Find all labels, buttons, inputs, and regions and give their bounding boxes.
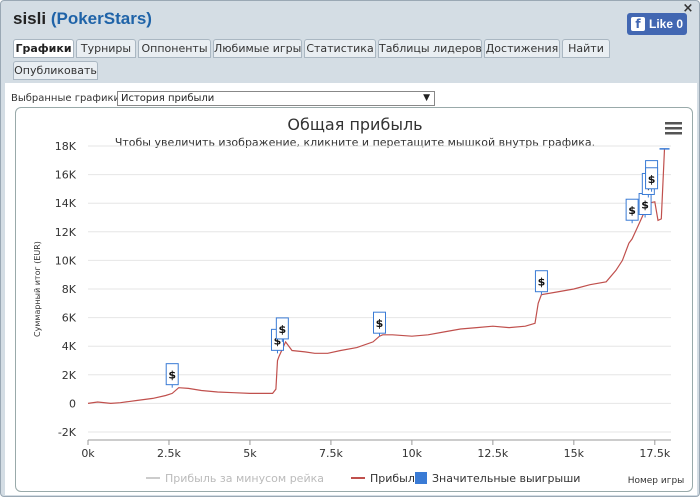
big-win-marker-label: $ [628, 204, 636, 217]
x-tick-label: 10k [402, 447, 423, 460]
like-label: Like 0 [649, 17, 684, 31]
chart-menu-bar [665, 127, 682, 130]
tab-tournaments[interactable]: Турниры [76, 39, 136, 58]
x-tick-label: 7.5k [319, 447, 343, 460]
big-win-marker-flag [625, 198, 639, 221]
x-tick-label: 15k [564, 447, 585, 460]
dropdown-arrow-icon: ▼ [423, 93, 430, 103]
chart-menu-bar [665, 122, 682, 125]
big-win-marker-flag [275, 317, 289, 340]
y-tick-label: 18K [55, 140, 77, 153]
tab-search[interactable]: Найти [562, 39, 610, 58]
big-win-marker-label: $ [641, 199, 649, 212]
big-win-marker-flag [645, 167, 659, 190]
chart-title: Общая прибыль [287, 115, 422, 134]
big-win-marker: $ [275, 317, 289, 342]
big-win-marker-label: $ [279, 323, 287, 336]
big-win-marker: $ [373, 311, 386, 337]
chart-menu-icon[interactable] [665, 122, 682, 135]
big-win-marker: $ [645, 167, 659, 192]
tab-publish[interactable]: Опубликовать [13, 61, 98, 80]
graph-selector[interactable]: История прибыли ▼ [117, 91, 435, 106]
big-win-marker: $ [534, 270, 548, 295]
site-name[interactable]: (PokerStars) [50, 9, 152, 28]
graph-selector-label: Выбранные графики: [11, 93, 124, 104]
x-tick-label: 0k [81, 447, 95, 460]
big-win-marker-label: $ [648, 173, 656, 186]
big-win-marker: $ [638, 193, 652, 218]
y-tick-label: 2K [62, 369, 77, 382]
x-tick-label: 17.5k [639, 447, 670, 460]
x-tick-label: 2.5k [157, 447, 181, 460]
profit-chart[interactable]: Общая прибыль Чтобы увеличить изображение… [15, 107, 693, 492]
y-tick-label: 14K [55, 197, 77, 210]
tab-leaderboards[interactable]: Таблицы лидеров [378, 39, 482, 58]
y-tick-label: 16K [55, 169, 77, 182]
big-win-marker-flag [373, 311, 386, 334]
y-tick-label: 12K [55, 226, 77, 239]
big-win-marker-flag [165, 363, 179, 386]
tab-content: Выбранные графики: История прибыли ▼ Общ… [5, 83, 697, 495]
x-tick-label: 5k [243, 447, 257, 460]
big-win-marker: $ [625, 198, 639, 224]
facebook-icon: f [631, 17, 645, 31]
y-tick-label: 0 [69, 397, 76, 410]
graph-selector-value: История прибыли [121, 93, 215, 104]
window-title: sisli (PokerStars) [13, 9, 152, 29]
chart-menu-bar [665, 132, 682, 135]
y-tick-label: 6K [62, 312, 77, 325]
tab-graphs[interactable]: Графики [13, 39, 74, 58]
tab-opponents[interactable]: Оппоненты [138, 39, 211, 58]
y-tick-label: -2K [58, 426, 77, 439]
big-win-marker-label: $ [168, 369, 176, 382]
tab-statistics[interactable]: Статистика [304, 39, 376, 58]
tab-achievements[interactable]: Достижения [484, 39, 560, 58]
big-win-marker: $ [165, 363, 179, 388]
big-win-marker-label: $ [376, 317, 384, 330]
chart-svg[interactable]: Общая прибыль Чтобы увеличить изображение… [16, 108, 694, 493]
legend-item-label[interactable]: Значительные выигрыши [432, 472, 580, 485]
facebook-like-button[interactable]: f Like 0 [627, 13, 687, 35]
big-win-marker-label: $ [274, 334, 282, 347]
chart-subtitle: Чтобы увеличить изображение, кликните и … [115, 136, 595, 149]
legend-swatch-big-wins [415, 472, 427, 484]
x-axis-label: Номер игры [628, 476, 685, 486]
big-win-marker-label: $ [538, 276, 546, 289]
big-win-marker-flag [534, 270, 548, 293]
player-name: sisli [13, 9, 47, 28]
y-tick-label: 10K [55, 254, 77, 267]
y-tick-label: 8K [62, 283, 77, 296]
x-tick-label: 12.5k [477, 447, 508, 460]
y-axis-label: Суммарный итог (EUR) [33, 241, 42, 337]
tab-favorite-games[interactable]: Любимые игры [213, 39, 302, 58]
profit-series-line [87, 148, 666, 405]
close-icon[interactable]: × [682, 1, 694, 16]
y-tick-label: 4K [62, 340, 77, 353]
legend-item-label[interactable]: Прибыль за минусом рейка [165, 472, 324, 485]
legend-item-label[interactable]: Прибыль [370, 472, 421, 485]
